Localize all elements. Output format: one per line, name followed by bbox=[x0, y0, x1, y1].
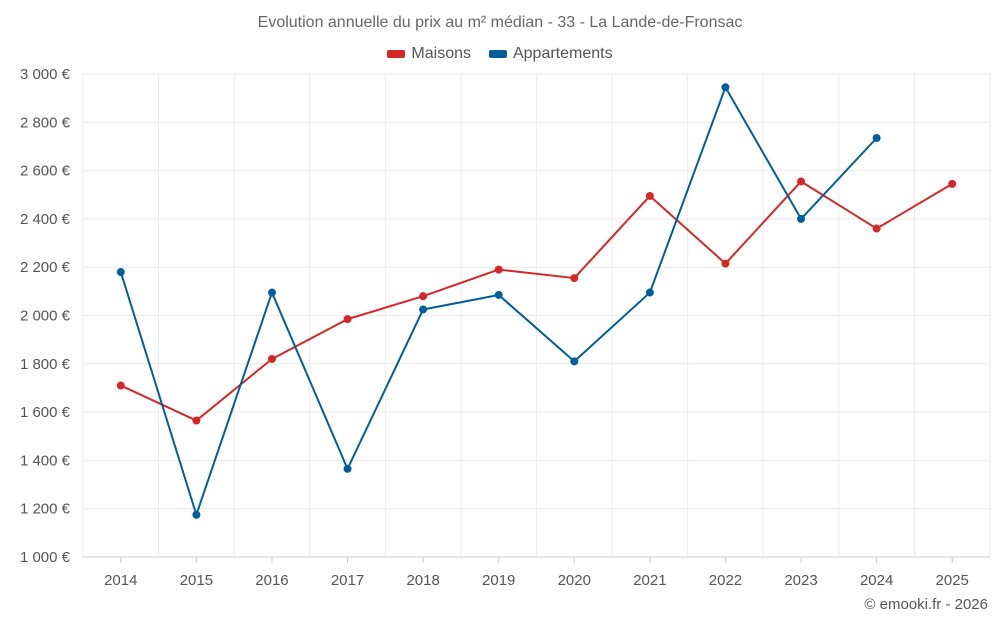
data-point-appartements bbox=[343, 464, 352, 473]
y-tick-label: 1 800 € bbox=[20, 356, 71, 373]
x-tick-label: 2017 bbox=[331, 572, 364, 589]
copyright-text: © emooki.fr - 2026 bbox=[864, 596, 988, 613]
data-point-appartements bbox=[797, 214, 806, 223]
y-tick-label: 1 000 € bbox=[20, 549, 71, 566]
data-point-maisons bbox=[570, 274, 579, 283]
legend-swatch-maisons bbox=[387, 50, 406, 58]
data-point-maisons bbox=[419, 292, 428, 301]
data-point-maisons bbox=[721, 259, 730, 268]
y-tick-label: 2 200 € bbox=[20, 259, 71, 276]
x-tick-label: 2020 bbox=[558, 572, 591, 589]
data-point-maisons bbox=[267, 354, 276, 363]
data-point-maisons bbox=[494, 265, 503, 274]
data-point-appartements bbox=[721, 83, 730, 92]
data-point-appartements bbox=[872, 133, 881, 142]
legend: Maisons Appartements bbox=[0, 45, 1000, 63]
data-point-appartements bbox=[267, 288, 276, 297]
legend-item-maisons[interactable]: Maisons bbox=[387, 45, 471, 63]
data-point-appartements bbox=[419, 305, 428, 314]
y-tick-label: 3 000 € bbox=[20, 66, 71, 83]
data-point-appartements bbox=[570, 357, 579, 366]
data-point-maisons bbox=[343, 315, 352, 324]
x-tick-label: 2022 bbox=[709, 572, 742, 589]
x-tick-label: 2018 bbox=[406, 572, 439, 589]
legend-swatch-appartements bbox=[488, 50, 507, 58]
data-point-appartements bbox=[192, 510, 201, 519]
x-tick-label: 2019 bbox=[482, 572, 515, 589]
x-tick-label: 2023 bbox=[784, 572, 817, 589]
data-point-maisons bbox=[192, 416, 201, 425]
y-tick-label: 2 800 € bbox=[20, 114, 71, 131]
y-tick-label: 1 600 € bbox=[20, 404, 71, 421]
legend-label-maisons: Maisons bbox=[411, 45, 471, 62]
data-point-appartements bbox=[645, 288, 654, 297]
x-tick-label: 2025 bbox=[936, 572, 969, 589]
data-point-maisons bbox=[872, 224, 881, 233]
y-tick-label: 1 400 € bbox=[20, 452, 71, 469]
data-point-maisons bbox=[948, 179, 957, 188]
data-point-appartements bbox=[494, 290, 503, 299]
x-tick-label: 2014 bbox=[104, 572, 137, 589]
legend-item-appartements[interactable]: Appartements bbox=[488, 45, 613, 63]
x-tick-label: 2015 bbox=[180, 572, 213, 589]
y-tick-label: 1 200 € bbox=[20, 501, 71, 518]
x-tick-label: 2024 bbox=[860, 572, 893, 589]
y-tick-label: 2 000 € bbox=[20, 308, 71, 325]
legend-label-appartements: Appartements bbox=[512, 45, 613, 62]
x-tick-label: 2016 bbox=[255, 572, 288, 589]
series-line-maisons bbox=[120, 180, 953, 422]
chart-title: Evolution annuelle du prix au m² médian … bbox=[257, 14, 743, 31]
data-point-maisons bbox=[116, 381, 125, 390]
y-tick-label: 2 600 € bbox=[20, 163, 71, 180]
data-point-maisons bbox=[645, 191, 654, 200]
data-point-maisons bbox=[797, 177, 806, 186]
x-tick-label: 2021 bbox=[633, 572, 666, 589]
y-tick-label: 2 400 € bbox=[20, 211, 71, 228]
data-point-appartements bbox=[116, 268, 125, 277]
